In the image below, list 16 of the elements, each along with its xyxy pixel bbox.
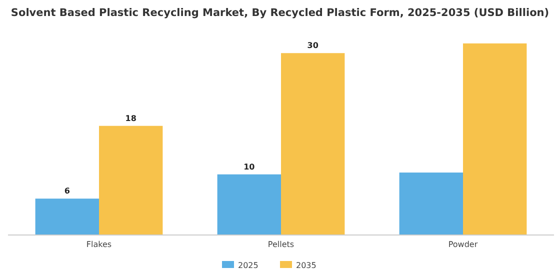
data-label: 6 [64, 186, 70, 196]
data-label: 18 [125, 114, 137, 123]
x-tick-label: Flakes [86, 240, 112, 249]
bar [281, 53, 345, 235]
legend-label: 2035 [296, 261, 316, 270]
bar [35, 198, 99, 235]
bar [463, 43, 527, 235]
bar [217, 174, 281, 235]
bar [399, 172, 463, 235]
chart-title: Solvent Based Plastic Recycling Market, By Recycled Plastic Form, 2025-2035 (USD Billion) [10, 7, 550, 19]
x-tick-label: Pellets [268, 240, 294, 249]
data-label: 10 [244, 162, 256, 172]
bar [99, 126, 163, 235]
legend-label: 2025 [238, 261, 258, 270]
x-tick-label: Powder [448, 240, 478, 249]
data-label: 30 [307, 41, 319, 50]
